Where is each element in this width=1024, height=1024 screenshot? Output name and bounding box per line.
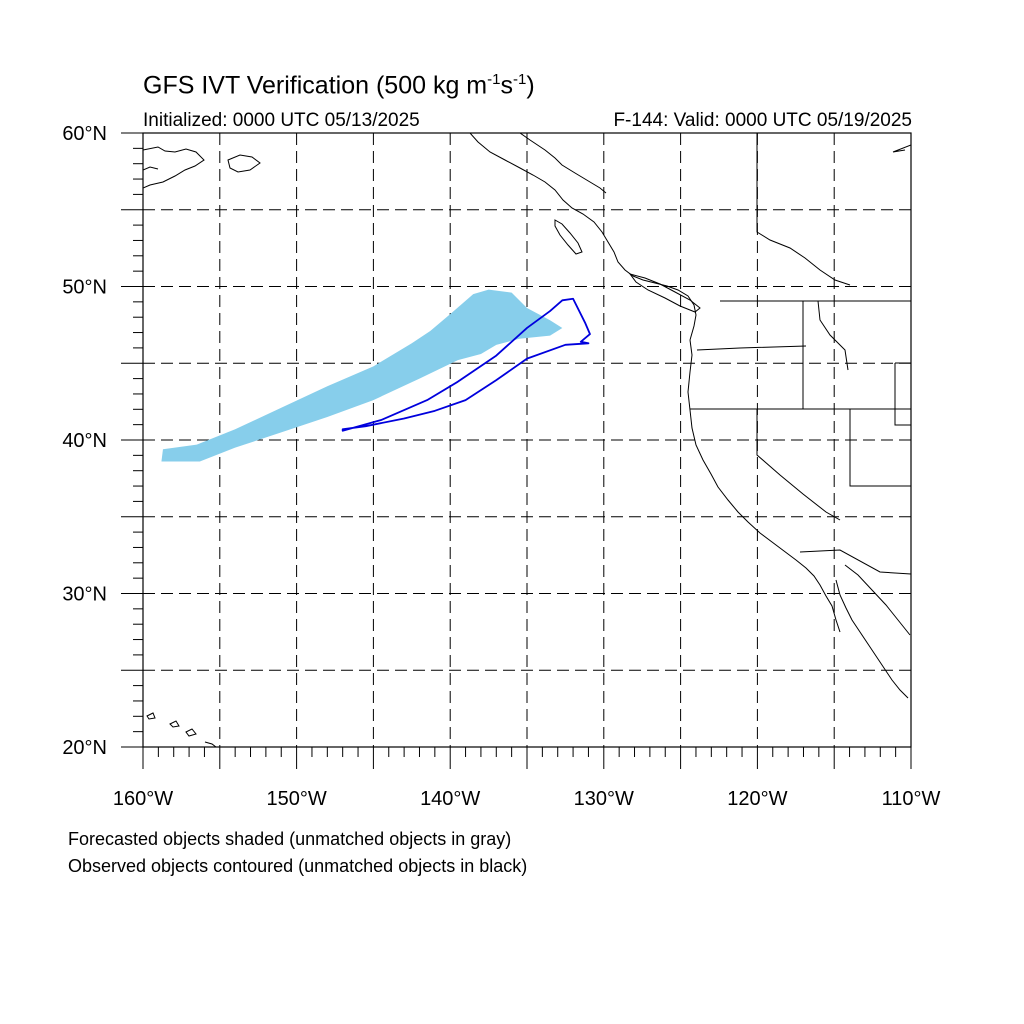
observed-note: Observed objects contoured (unmatched ob… [68, 856, 528, 876]
gridlines [143, 133, 911, 747]
california-nevada-border [756, 409, 841, 521]
us-mexico-border [799, 549, 911, 575]
chart-title: GFS IVT Verification (500 kg m-1s-1) [143, 71, 535, 100]
wyoming-border [894, 362, 911, 426]
lon-tick-label: 130°W [574, 788, 634, 810]
lon-tick-label: 160°W [113, 788, 173, 810]
legend-notes: Forecasted objects shaded (unmatched obj… [68, 826, 527, 880]
lat-tick-label: 20°N [62, 737, 107, 759]
nevada-utah-border [849, 409, 911, 487]
init-time-label: Initialized: 0000 UTC 05/13/2025 [143, 110, 420, 131]
mexico-mainland-coast [844, 564, 911, 636]
montana-idaho-border [817, 300, 849, 371]
top-right-coast [892, 144, 911, 153]
us-west-coast [687, 339, 841, 633]
observed-object-contour [341, 297, 591, 432]
lon-tick-label: 110°W [882, 788, 941, 810]
forecast-object-shaded [161, 289, 563, 462]
vancouver-island-coast [628, 273, 701, 313]
aleutian-fragment [143, 166, 159, 171]
lon-tick-label: 120°W [727, 788, 787, 810]
haida-gwaii-coast [554, 219, 583, 255]
axis-labels: 60°N 50°N 40°N 30°N 20°N 160°W 150°W 140°W 130°W… [62, 123, 940, 810]
lon-tick-label: 150°W [266, 788, 326, 810]
lat-tick-label: 40°N [62, 430, 107, 452]
lat-tick-label: 50°N [62, 277, 107, 299]
alaska-peninsula-coast [143, 146, 205, 189]
canadian-interior-boundary [756, 133, 851, 286]
forecast-note: Forecasted objects shaded (unmatched obj… [68, 829, 512, 849]
alaska-panhandle-coast [469, 133, 697, 341]
observed-ivt-object [341, 297, 591, 432]
baja-california-coast [835, 579, 909, 699]
valid-time-label: F-144: Valid: 0000 UTC 05/19/2025 [613, 110, 912, 131]
washington-oregon-border [696, 345, 807, 351]
lat-tick-label: 60°N [62, 123, 107, 145]
hawaii-islands [146, 712, 217, 747]
lon-tick-label: 140°W [420, 788, 480, 810]
forecast-ivt-object [161, 289, 563, 462]
kodiak-island-coast [227, 154, 261, 173]
lat-tick-label: 30°N [62, 584, 107, 606]
axis-ticks [121, 132, 912, 769]
alaska-mainland-coast [519, 133, 607, 194]
coastlines-and-borders [143, 133, 911, 747]
